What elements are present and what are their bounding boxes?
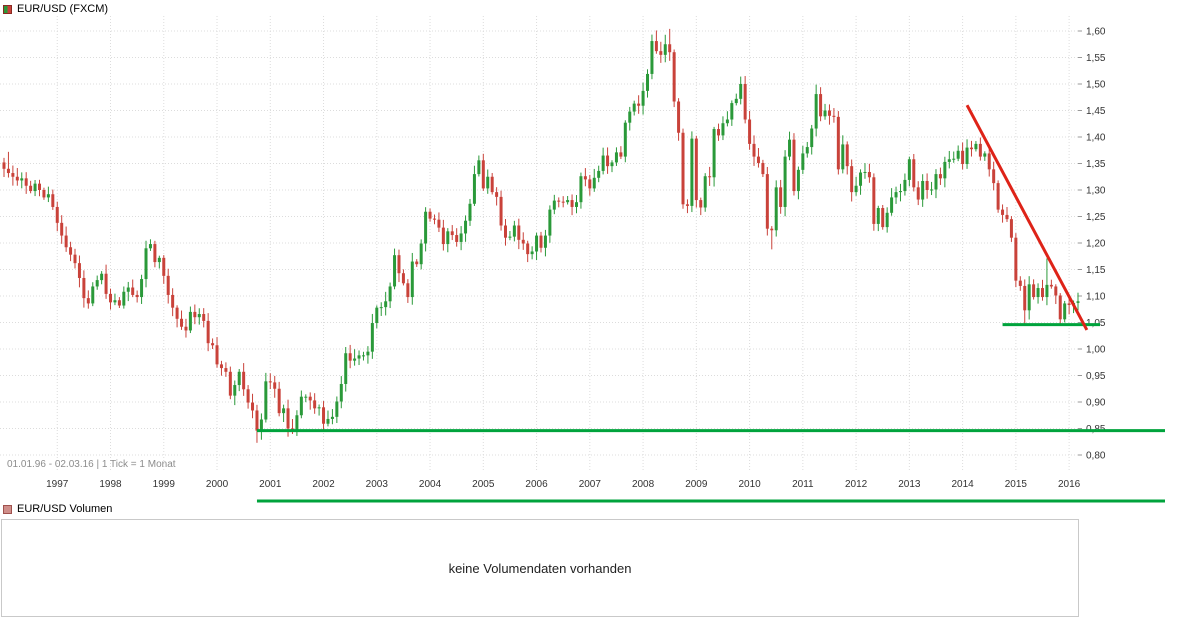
svg-text:2003: 2003 [366, 479, 389, 490]
svg-text:2000: 2000 [206, 479, 229, 490]
svg-text:2012: 2012 [845, 479, 868, 490]
svg-text:1,55: 1,55 [1086, 53, 1106, 64]
svg-text:0,80: 0,80 [1086, 451, 1106, 462]
svg-text:2009: 2009 [685, 479, 708, 490]
svg-text:2014: 2014 [951, 479, 974, 490]
svg-text:1,15: 1,15 [1086, 265, 1106, 276]
svg-text:1,35: 1,35 [1086, 159, 1106, 170]
gridlines [0, 16, 1078, 470]
range-info: 01.01.96 - 02.03.16 | 1 Tick = 1 Monat [7, 459, 176, 470]
svg-text:2010: 2010 [738, 479, 761, 490]
svg-text:1,00: 1,00 [1086, 345, 1106, 356]
svg-text:1,10: 1,10 [1086, 292, 1106, 303]
y-axis-labels: 1,60 1,55 1,50 1,45 1,40 1,35 1,30 1,25 1,20 1,15… [1078, 27, 1106, 462]
svg-text:1,45: 1,45 [1086, 106, 1106, 117]
candles[interactable] [2, 28, 1080, 443]
svg-text:1,25: 1,25 [1086, 212, 1106, 223]
svg-text:2015: 2015 [1005, 479, 1028, 490]
svg-text:1,40: 1,40 [1086, 133, 1106, 144]
svg-text:1,20: 1,20 [1086, 239, 1106, 250]
chart-legend[interactable]: EUR/USD (FXCM) [3, 3, 108, 15]
candle-legend-icon [3, 4, 12, 14]
svg-text:2011: 2011 [792, 479, 814, 490]
svg-text:1,30: 1,30 [1086, 186, 1106, 197]
svg-text:0,95: 0,95 [1086, 371, 1106, 382]
x-axis-labels: 1997 1998 1999 2000 2001 2002 2003 2004 2005 2006… [46, 479, 1081, 490]
volume-panel: keine Volumendaten vorhanden [1, 519, 1079, 617]
svg-text:2008: 2008 [632, 479, 655, 490]
volume-legend-icon [3, 504, 12, 514]
svg-text:2016: 2016 [1058, 479, 1081, 490]
svg-text:2006: 2006 [525, 479, 548, 490]
svg-text:2004: 2004 [419, 479, 442, 490]
svg-text:2001: 2001 [259, 479, 282, 490]
svg-text:1999: 1999 [153, 479, 176, 490]
trendline[interactable] [965, 104, 1089, 331]
svg-text:1,60: 1,60 [1086, 27, 1106, 38]
chart-title: EUR/USD (FXCM) [17, 3, 109, 15]
svg-text:2013: 2013 [898, 479, 921, 490]
volume-legend-label: EUR/USD Volumen [17, 503, 113, 515]
volume-legend[interactable]: EUR/USD Volumen [3, 503, 112, 515]
svg-text:1998: 1998 [99, 479, 122, 490]
svg-text:2002: 2002 [312, 479, 335, 490]
svg-text:2007: 2007 [579, 479, 602, 490]
volume-message: keine Volumendaten vorhanden [448, 560, 632, 576]
svg-text:2005: 2005 [472, 479, 495, 490]
svg-text:0,90: 0,90 [1086, 398, 1106, 409]
svg-text:1,50: 1,50 [1086, 80, 1106, 91]
svg-text:1997: 1997 [46, 479, 69, 490]
